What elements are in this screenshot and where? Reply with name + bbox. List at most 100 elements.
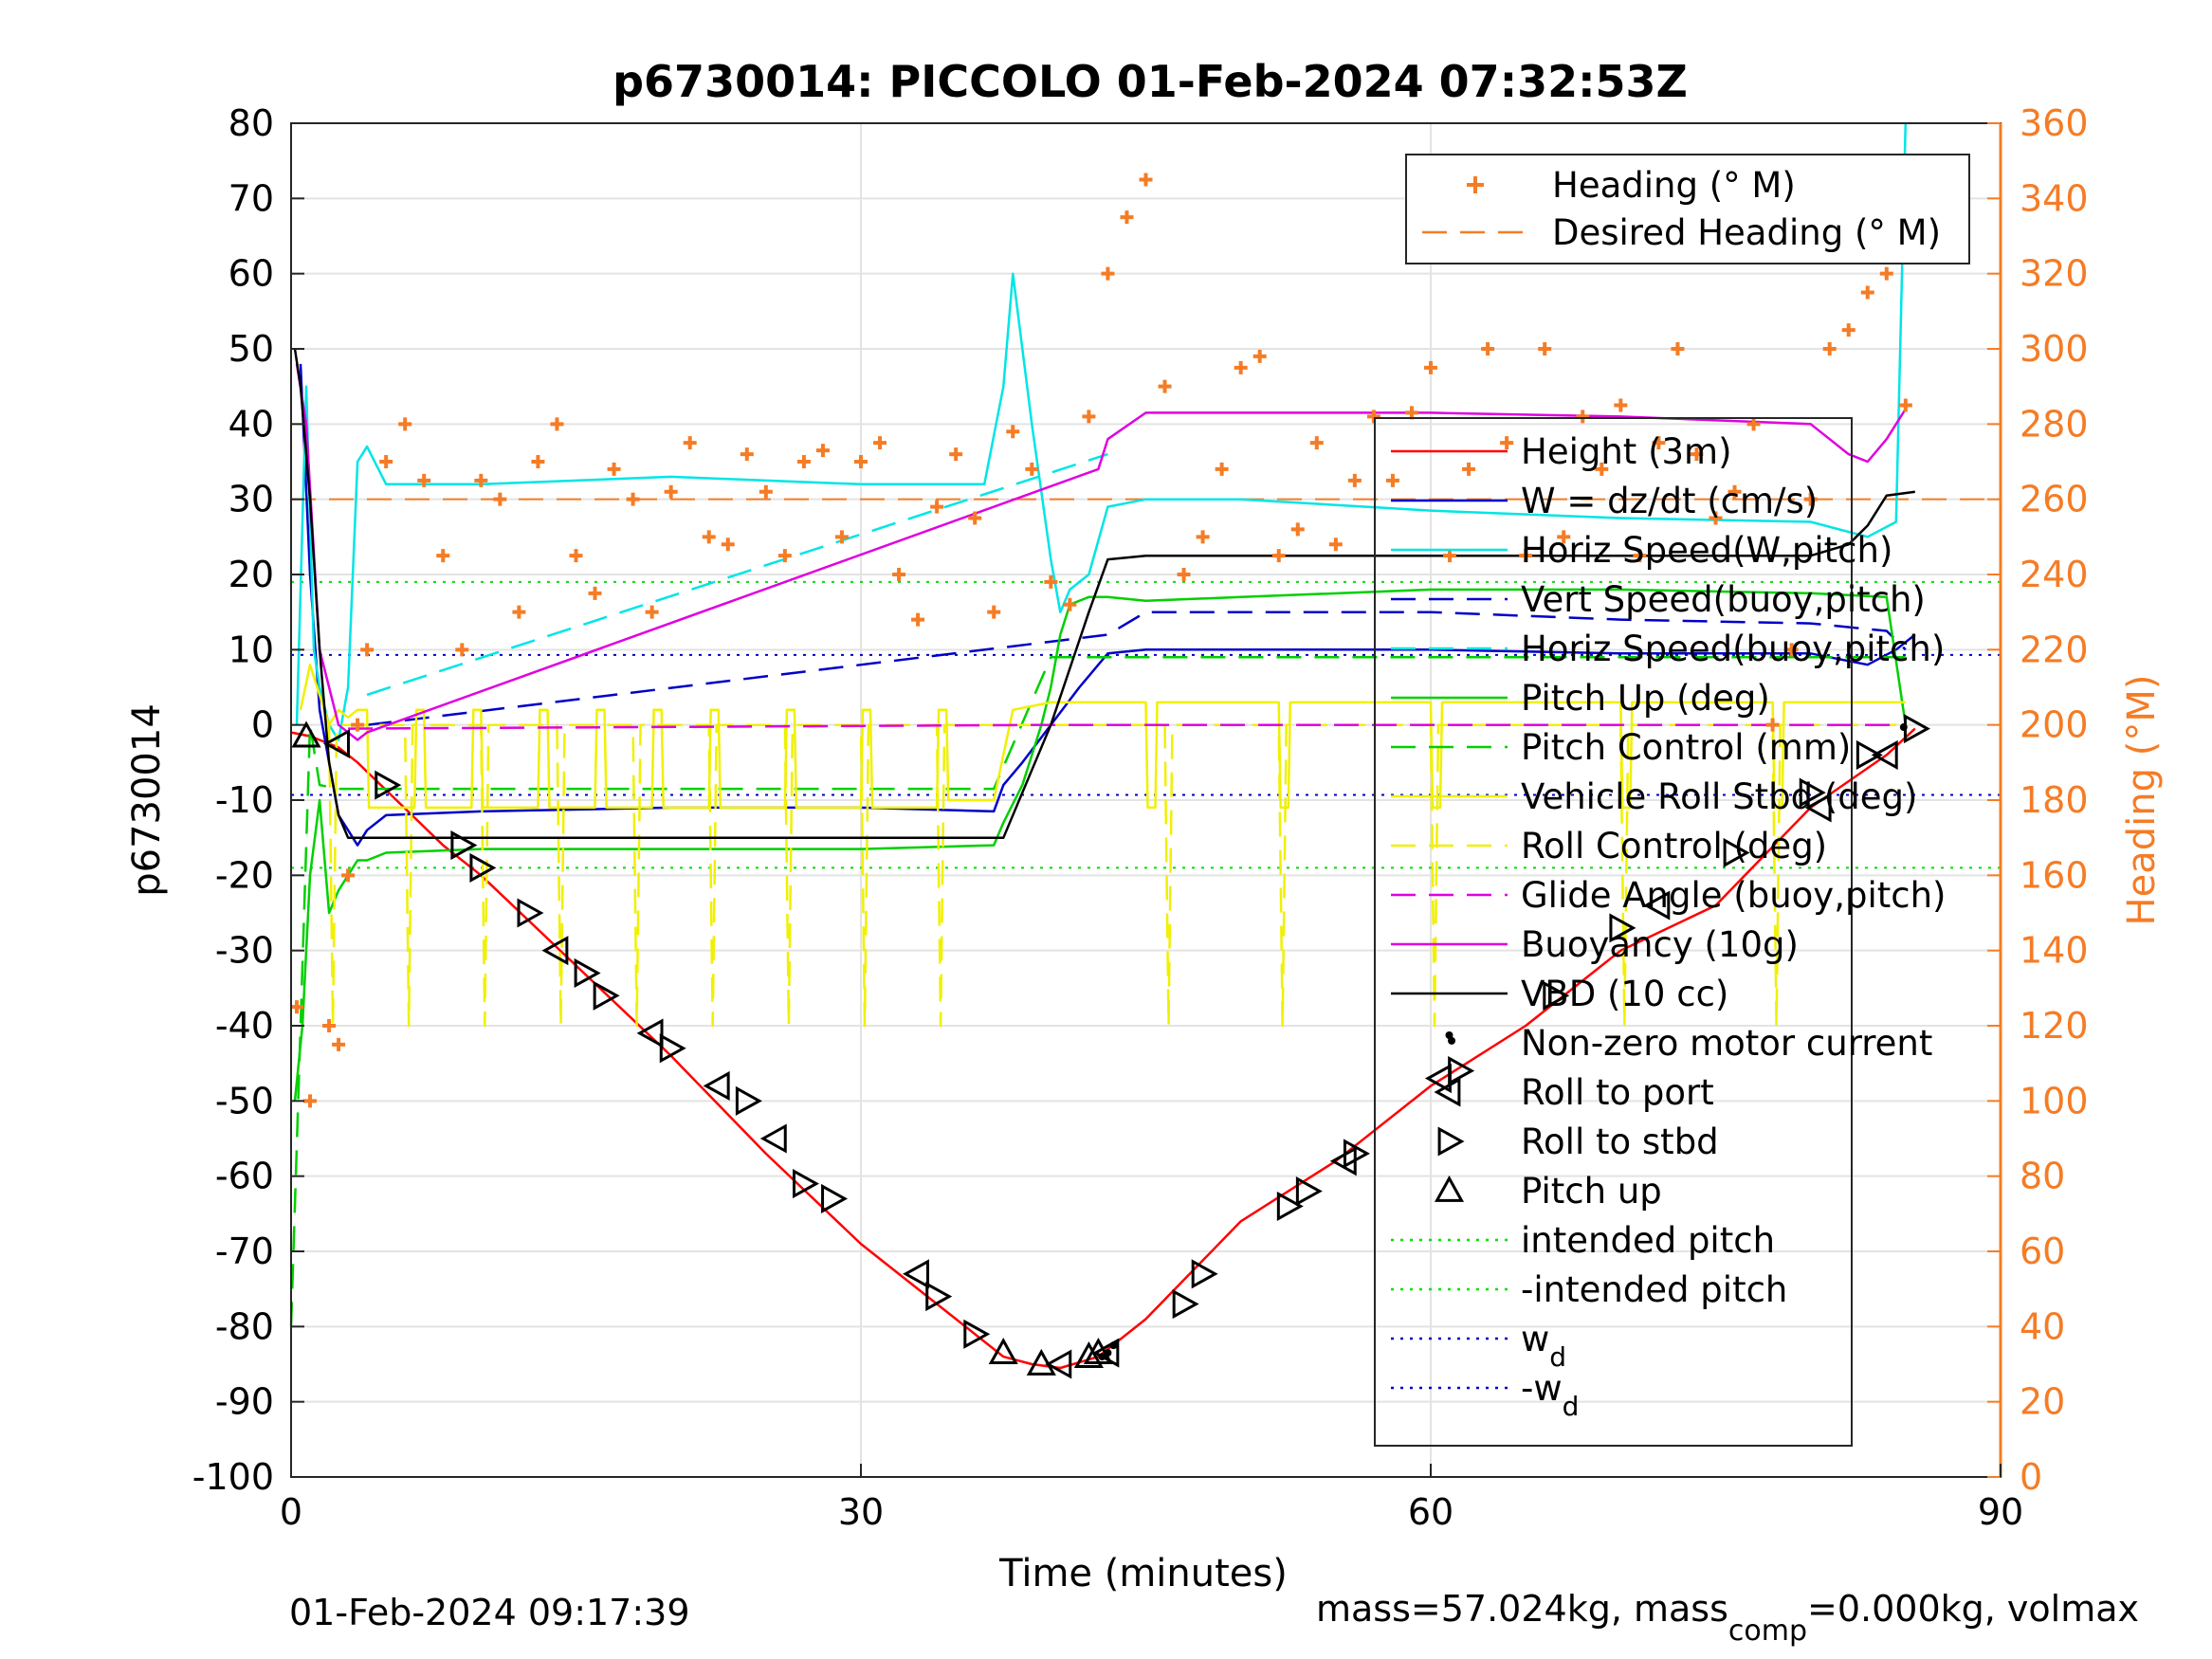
legend-swatch-marker [1437,1126,1465,1157]
y2-tick-label: 200 [2020,704,2089,746]
heading-point [1424,360,1437,374]
marker-roll-to-stbd [1856,739,1883,770]
heading-point [645,605,659,619]
y2-tick-label: 340 [2020,177,2089,219]
y-axis-label: p6730014 [125,703,169,897]
heading-point [1158,379,1172,393]
heading-point [1196,530,1210,544]
heading-point [1538,342,1552,356]
heading-point [1328,538,1343,552]
marker-motor-current [1098,1353,1106,1361]
y-tick-label: 10 [229,629,274,670]
marker-roll-to-port [1045,1349,1072,1379]
y2-tick-label: 0 [2020,1456,2042,1498]
heading-point [1500,436,1514,450]
series-rollctl [327,723,1906,1028]
heading-point [1519,549,1533,563]
legend-heading: Heading (° M) Desired Heading (° M) [1405,154,1970,264]
heading-point [550,417,564,431]
series-horizspeed_buoy [366,452,1108,697]
y2-tick-label: 80 [2020,1156,2065,1197]
legend-item-label: -intended pitch [1521,1269,1787,1310]
legend-item-label: Roll to stbd [1521,1121,1719,1162]
heading-point [854,455,868,468]
y-tick-label: 30 [229,479,274,520]
y2-tick-label: 60 [2020,1231,2065,1272]
heading-point [1044,574,1058,589]
heading-point [1614,398,1628,412]
heading-point [1822,342,1837,356]
heading-markers [290,173,1912,1108]
heading-point [1177,568,1191,581]
marker-roll-to-stbd [925,1282,953,1312]
heading-point [1879,266,1893,281]
heading-point [911,612,925,627]
footer-mass-suffix: =0.000kg, volmax [1807,1588,2139,1630]
heading-point [417,473,431,487]
y-tick-label: -80 [215,1305,274,1347]
heading-point [834,530,849,544]
legend-swatch-marker [1434,1077,1461,1107]
heading-point [1443,549,1457,563]
y2-tick-label: 180 [2020,779,2089,821]
footer-timestamp: 01-Feb-2024 09:17:39 [289,1592,690,1633]
heading-point [455,643,469,657]
marker-roll-to-port [703,1070,730,1102]
legend-item-label: Horiz Speed(W,pitch) [1521,530,1892,571]
marker-motor-current [1109,1341,1118,1350]
legend-item-label: Desired Heading (° M) [1552,212,1941,253]
heading-point [1595,462,1609,476]
legend-swatch-dot [1445,1031,1453,1039]
series-w [299,363,1916,847]
marker-roll-to-stbd [659,1033,686,1064]
y2-axis-label: Heading (°M) [2120,675,2164,926]
heading-point [569,549,583,563]
y-tick-label: 40 [229,403,274,445]
heading-point [1746,417,1761,431]
x-axis: 0 30 60 90 [280,1464,2023,1533]
legend-item-label: VBD (10 cc) [1521,974,1728,1014]
y2-tick-label: 100 [2020,1080,2089,1121]
y-tick-label: 20 [229,554,274,595]
heading-point [949,447,963,462]
y-tick-label: -20 [215,854,274,896]
legend-swatch-marker [1434,1175,1465,1202]
heading-point [1252,349,1267,363]
y2-tick-label: 280 [2020,403,2089,445]
legend-item-label: Glide Angle (buoy,pitch) [1521,875,1946,916]
heading-point [332,1037,346,1051]
heading-point [1728,484,1742,499]
marker-roll-to-stbd [1799,777,1826,808]
marker-roll-to-port [1092,1338,1120,1368]
marker-roll-to-stbd [517,898,544,928]
marker-roll-to-port [1871,739,1898,770]
marker-roll-to-stbd [1723,837,1750,868]
heading-point [607,462,621,476]
marker-roll-to-stbd [574,957,601,989]
heading-point [1006,425,1020,439]
y2-tick-label: 240 [2020,554,2089,595]
heading-point [892,568,906,581]
heading-point [588,586,602,600]
marker-roll-to-stbd [375,770,402,800]
heading-point [721,538,735,552]
marker-roll-to-stbd [793,1169,819,1199]
heading-point [1234,360,1248,374]
y-tick-label: 0 [251,704,274,746]
heading-point [1309,436,1324,450]
legend-item-label: Vehicle Roll Stbd (deg) [1521,776,1917,817]
y-tick-label: -10 [215,779,274,821]
heading-point [1576,410,1590,424]
y-tick-label: -90 [215,1381,274,1423]
x-tick-label: 30 [838,1491,884,1533]
marker-roll-to-stbd [450,830,478,861]
y2-tick-label: 20 [2020,1381,2065,1423]
legend-item-label: Height (3m) [1521,431,1732,472]
y2-tick-label: 320 [2020,253,2089,295]
marker-motor-current [1899,723,1908,732]
heading-point [1860,285,1874,300]
marker-roll-to-port [1804,793,1832,823]
legend-item-label: intended pitch [1521,1220,1775,1261]
y2-tick-label: 140 [2020,930,2089,972]
